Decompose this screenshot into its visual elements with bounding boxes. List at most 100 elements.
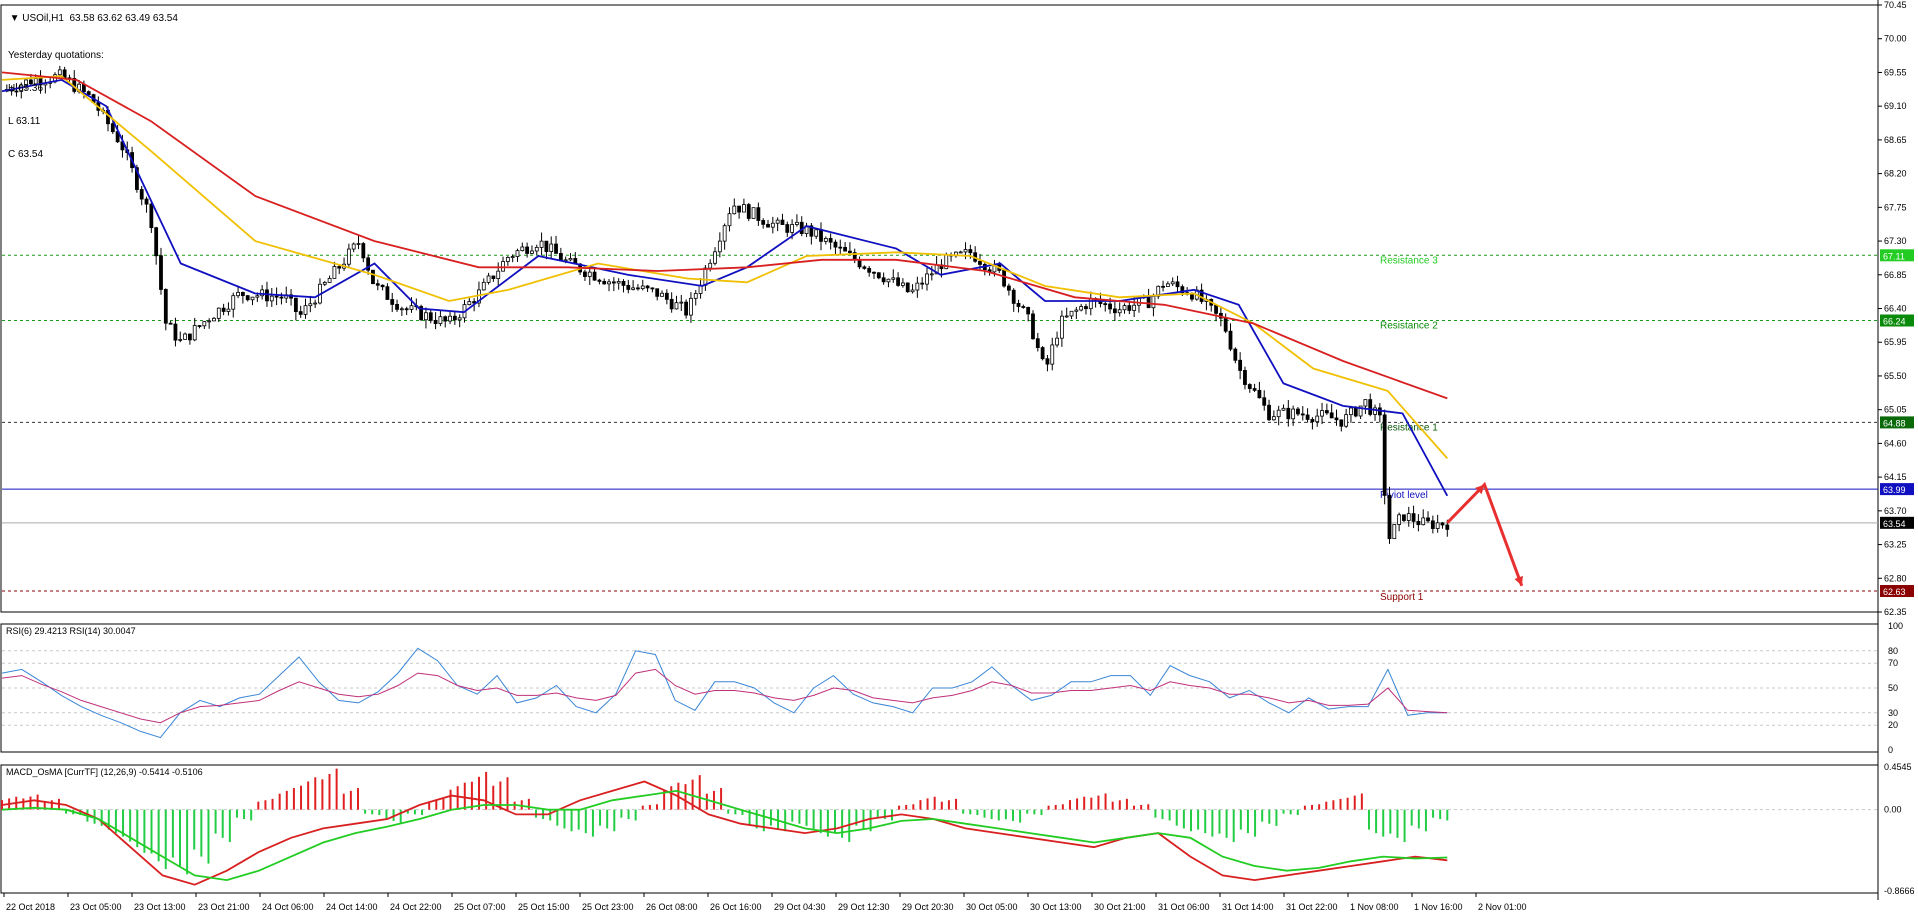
- candle-body[interactable]: [438, 316, 443, 324]
- candle-body[interactable]: [1324, 410, 1329, 414]
- candle-body[interactable]: [1353, 407, 1358, 417]
- candle-body[interactable]: [1430, 520, 1435, 529]
- candle-body[interactable]: [245, 295, 250, 301]
- candle-body[interactable]: [525, 246, 530, 254]
- candle-body[interactable]: [202, 321, 207, 327]
- candle-body[interactable]: [457, 317, 462, 321]
- candle-body[interactable]: [159, 255, 163, 290]
- candle-body[interactable]: [640, 285, 645, 290]
- candle-body[interactable]: [843, 247, 847, 252]
- candle-body[interactable]: [1190, 293, 1194, 300]
- candle-body[interactable]: [390, 299, 395, 305]
- candle-body[interactable]: [1228, 330, 1233, 350]
- candle-body[interactable]: [327, 278, 332, 283]
- candle-body[interactable]: [428, 312, 433, 321]
- candle-body[interactable]: [756, 207, 761, 221]
- candle-body[interactable]: [905, 282, 910, 293]
- candle-body[interactable]: [693, 293, 698, 299]
- candle-body[interactable]: [828, 237, 833, 243]
- candle-body[interactable]: [958, 251, 963, 254]
- candle-body[interactable]: [766, 223, 770, 228]
- candle-body[interactable]: [149, 203, 154, 229]
- main-price-pane[interactable]: Resistance 3 Resistance 2 Resistance 1 Pivi…: [1, 65, 1878, 603]
- candle-body[interactable]: [1271, 416, 1276, 421]
- candle-body[interactable]: [857, 259, 862, 268]
- candle-body[interactable]: [621, 281, 626, 286]
- candle-body[interactable]: [24, 79, 28, 86]
- candle-body[interactable]: [751, 207, 756, 219]
- candle-body[interactable]: [1247, 384, 1252, 389]
- candle-body[interactable]: [650, 287, 655, 290]
- candle-body[interactable]: [1243, 370, 1247, 385]
- candle-body[interactable]: [183, 333, 187, 340]
- candle-body[interactable]: [236, 291, 240, 297]
- candle-body[interactable]: [978, 260, 982, 265]
- candle-body[interactable]: [549, 243, 554, 252]
- candle-body[interactable]: [1402, 514, 1406, 521]
- candle-body[interactable]: [679, 301, 684, 304]
- candle-body[interactable]: [1329, 412, 1334, 419]
- candle-body[interactable]: [896, 277, 900, 286]
- candle-body[interactable]: [1358, 405, 1363, 417]
- candle-body[interactable]: [1392, 524, 1397, 540]
- candle-body[interactable]: [761, 220, 766, 225]
- candle-body[interactable]: [1088, 298, 1093, 310]
- candle-body[interactable]: [419, 306, 424, 321]
- candle-body[interactable]: [785, 224, 790, 233]
- candle-body[interactable]: [915, 282, 920, 291]
- candle-body[interactable]: [689, 297, 693, 316]
- candle-body[interactable]: [664, 292, 669, 300]
- candle-body[interactable]: [862, 266, 867, 269]
- candle-body[interactable]: [1339, 419, 1344, 427]
- candle-body[interactable]: [790, 224, 794, 233]
- candle-body[interactable]: [14, 90, 19, 93]
- candle-body[interactable]: [674, 302, 679, 310]
- candle-body[interactable]: [505, 257, 510, 262]
- candle-body[interactable]: [1165, 283, 1170, 287]
- candle-body[interactable]: [886, 278, 891, 283]
- candle-body[interactable]: [1117, 309, 1122, 314]
- candle-body[interactable]: [226, 308, 231, 312]
- candle-body[interactable]: [819, 229, 823, 242]
- candle-body[interactable]: [530, 250, 534, 254]
- candle-body[interactable]: [1435, 522, 1440, 529]
- candle-body[interactable]: [1214, 304, 1218, 314]
- candle-body[interactable]: [260, 289, 265, 297]
- candle-body[interactable]: [332, 266, 337, 279]
- candle-body[interactable]: [583, 271, 587, 277]
- candle-body[interactable]: [346, 248, 351, 265]
- candle-body[interactable]: [139, 189, 144, 200]
- candle-body[interactable]: [568, 258, 573, 261]
- candle-body[interactable]: [409, 305, 414, 310]
- candle-body[interactable]: [395, 304, 399, 310]
- candle-body[interactable]: [1373, 407, 1377, 415]
- candle-body[interactable]: [1300, 413, 1305, 416]
- candle-body[interactable]: [197, 325, 202, 327]
- candle-body[interactable]: [881, 277, 886, 283]
- candle-body[interactable]: [795, 221, 799, 225]
- candle-body[interactable]: [1040, 347, 1045, 360]
- candle-body[interactable]: [1310, 419, 1315, 423]
- candle-body[interactable]: [424, 312, 428, 321]
- candle-body[interactable]: [669, 298, 674, 310]
- candle-body[interactable]: [1320, 410, 1324, 417]
- candle-body[interactable]: [452, 315, 457, 321]
- candle-body[interactable]: [1363, 399, 1368, 407]
- candle-body[interactable]: [703, 267, 708, 286]
- candle-body[interactable]: [467, 301, 472, 306]
- candle-body[interactable]: [910, 289, 915, 293]
- candle-body[interactable]: [929, 273, 934, 276]
- candle-body[interactable]: [592, 271, 597, 281]
- candle-body[interactable]: [534, 247, 539, 252]
- candle-body[interactable]: [308, 303, 313, 307]
- candle-body[interactable]: [717, 240, 722, 253]
- candle-body[interactable]: [1257, 389, 1262, 399]
- candle-body[interactable]: [366, 257, 371, 271]
- candle-body[interactable]: [1127, 305, 1132, 311]
- candle-body[interactable]: [660, 292, 664, 297]
- candle-body[interactable]: [1276, 409, 1281, 418]
- candle-body[interactable]: [713, 251, 717, 264]
- candle-body[interactable]: [1387, 494, 1392, 540]
- candle-body[interactable]: [293, 297, 298, 313]
- candle-body[interactable]: [187, 333, 192, 341]
